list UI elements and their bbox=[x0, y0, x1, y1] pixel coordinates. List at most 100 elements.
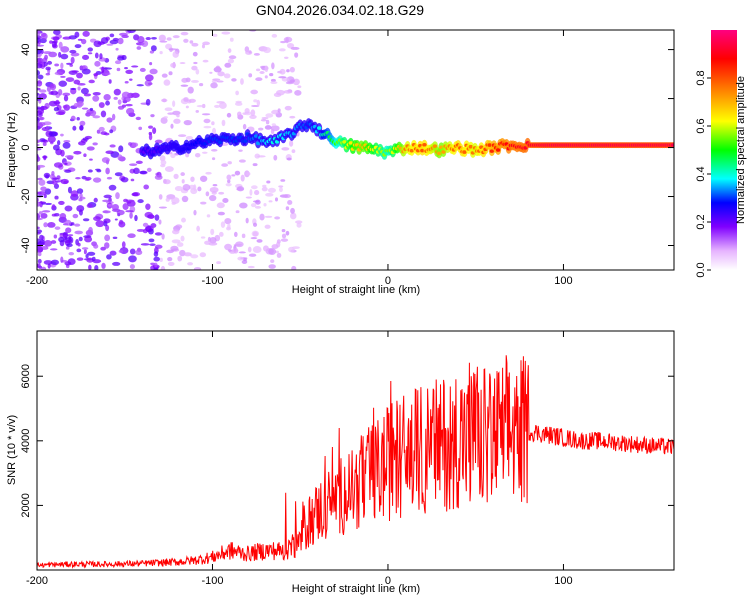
spectrogram-ridge-cell bbox=[253, 134, 259, 138]
spectrogram-noise-cell bbox=[117, 37, 124, 45]
spectrogram-noise-cell bbox=[254, 205, 262, 209]
spectrogram-noise-cell bbox=[172, 100, 176, 107]
spectrogram-noise-cell bbox=[268, 248, 277, 256]
spectrogram-noise-cell bbox=[82, 54, 90, 60]
spectrogram-noise-cell bbox=[254, 190, 260, 196]
spectrogram-noise-cell bbox=[52, 177, 60, 180]
spectrogram-noise-cell bbox=[198, 82, 204, 87]
spectrogram-noise-cell bbox=[138, 126, 143, 131]
colorbar: 0.0 0.2 0.4 0.6 0.8 Normalized spectral ampl… bbox=[695, 30, 747, 278]
spectrogram-noise-cell bbox=[109, 33, 115, 38]
spectrogram-noise-cell bbox=[246, 172, 251, 176]
spectrogram-noise-cell bbox=[37, 232, 41, 235]
spectrogram-noise-cell bbox=[225, 183, 232, 187]
spectrogram-noise-cell bbox=[145, 74, 154, 82]
spectrogram-noise-cell bbox=[42, 57, 48, 64]
spectrogram-noise-cell bbox=[160, 159, 167, 166]
spectrogram-noise-cell bbox=[87, 47, 93, 52]
spectrogram-ridge-cell bbox=[468, 144, 473, 149]
spectrogram-noise-cell bbox=[80, 87, 89, 95]
spectrogram-noise-cell bbox=[261, 116, 269, 120]
spectrogram-noise-cell bbox=[70, 115, 76, 121]
spectrogram-noise-cell bbox=[44, 202, 52, 206]
spectrogram-noise-cell bbox=[45, 66, 51, 71]
spectrogram-noise-cell bbox=[120, 176, 129, 183]
spectrogram-noise-cell bbox=[139, 67, 146, 72]
spectrogram-noise-cell bbox=[64, 155, 74, 158]
spectrogram-noise-cell bbox=[228, 55, 237, 60]
spectrogram-noise-cell bbox=[37, 44, 45, 47]
spectrogram-noise-cell bbox=[60, 53, 69, 60]
spectrogram-ridge-cell bbox=[409, 148, 415, 153]
spectrogram-noise-cell bbox=[212, 127, 216, 135]
spectrogram-noise-cell bbox=[148, 133, 153, 141]
spectrogram-noise-cell bbox=[135, 160, 143, 165]
spectrogram-noise-cell bbox=[37, 63, 43, 69]
spectrogram-noise-cell bbox=[85, 253, 89, 259]
spectrogram-noise-cell bbox=[37, 80, 43, 87]
spectrogram-noise-cell bbox=[270, 81, 278, 85]
spectrogram-noise-cell bbox=[283, 90, 293, 94]
spectrogram-noise-cell bbox=[59, 213, 67, 220]
spectrogram-noise-cell bbox=[226, 112, 232, 118]
spectrogram-x-tick-label: 0 bbox=[385, 275, 391, 287]
spectrogram-noise-cell bbox=[137, 36, 145, 44]
spectrogram-noise-cell bbox=[188, 184, 196, 190]
spectrogram-noise-cell bbox=[49, 84, 55, 89]
spectrogram-noise-cell bbox=[86, 257, 94, 263]
spectrogram-noise-cell bbox=[112, 261, 121, 266]
spectrogram-noise-cell bbox=[255, 77, 263, 82]
spectrogram-noise-cell bbox=[64, 162, 68, 165]
snr-x-tick-label: -100 bbox=[201, 575, 223, 587]
spectrogram-noise-cell bbox=[37, 69, 41, 76]
spectrogram-noise-cell bbox=[180, 172, 185, 177]
spectrogram-noise-cell bbox=[251, 185, 258, 190]
spectrogram-noise-cell bbox=[265, 119, 270, 125]
spectrogram-noise-cell bbox=[290, 207, 295, 214]
spectrogram-noise-cell bbox=[253, 52, 260, 56]
snr-axes: -200 -100 0 100 2000 4000 6000 bbox=[20, 331, 674, 587]
spectrogram-noise-cell bbox=[237, 111, 242, 118]
spectrogram-ridge-cell bbox=[255, 141, 261, 146]
spectrogram-noise-cell bbox=[231, 78, 237, 82]
spectrogram-noise-cell bbox=[270, 78, 276, 82]
spectrogram-noise-cell bbox=[125, 69, 134, 74]
spectrogram-noise-cell bbox=[238, 159, 246, 163]
spectrogram-noise-cell bbox=[73, 102, 80, 108]
spectrogram-noise-cell bbox=[55, 111, 65, 116]
spectrogram-noise-cell bbox=[103, 210, 109, 214]
spectrogram-noise-cell bbox=[92, 115, 101, 119]
spectrogram-noise-cell bbox=[94, 60, 101, 67]
spectrogram-noise-cell bbox=[163, 116, 168, 119]
spectrogram-noise-cell bbox=[136, 228, 145, 232]
spectrogram-noise-cell bbox=[247, 265, 255, 269]
spectrogram-noise-cell bbox=[274, 197, 279, 202]
spectrogram-noise-cell bbox=[101, 157, 110, 163]
colorbar-tick-label: 0.8 bbox=[695, 70, 707, 85]
spectrogram-noise-cell bbox=[53, 234, 58, 239]
spectrogram-noise-cell bbox=[164, 107, 173, 112]
spectrogram-noise-cell bbox=[172, 35, 180, 39]
spectrogram-noise-cell bbox=[74, 230, 83, 235]
spectrogram-noise-cell bbox=[140, 243, 150, 246]
spectrogram-noise-cell bbox=[209, 186, 219, 193]
spectrogram-noise-cell bbox=[161, 233, 165, 240]
spectrogram-noise-cell bbox=[271, 109, 280, 115]
spectrogram-noise-cell bbox=[81, 38, 87, 45]
snr-x-axis-label: Height of straight line (km) bbox=[292, 583, 420, 595]
spectrogram-noise-cell bbox=[216, 202, 225, 209]
spectrogram-noise-cell bbox=[40, 212, 48, 219]
spectrogram-noise-cell bbox=[257, 155, 266, 158]
spectrogram-noise-cell bbox=[238, 251, 246, 254]
spectrogram-noise-cell bbox=[50, 240, 57, 244]
spectrogram-noise-cell bbox=[249, 189, 253, 196]
spectrogram-noise-cell bbox=[289, 140, 294, 147]
spectrogram-noise-cell bbox=[37, 164, 46, 168]
snr-y-tick-label: 2000 bbox=[20, 493, 32, 517]
spectrogram-noise-cell bbox=[39, 89, 47, 93]
spectrogram-noise-cell bbox=[134, 214, 138, 222]
spectrogram-noise-cell bbox=[281, 229, 286, 233]
spectrogram-noise-cell bbox=[142, 222, 149, 227]
spectrogram-noise-cell bbox=[65, 227, 72, 234]
spectrogram-noise-cell bbox=[58, 80, 68, 87]
